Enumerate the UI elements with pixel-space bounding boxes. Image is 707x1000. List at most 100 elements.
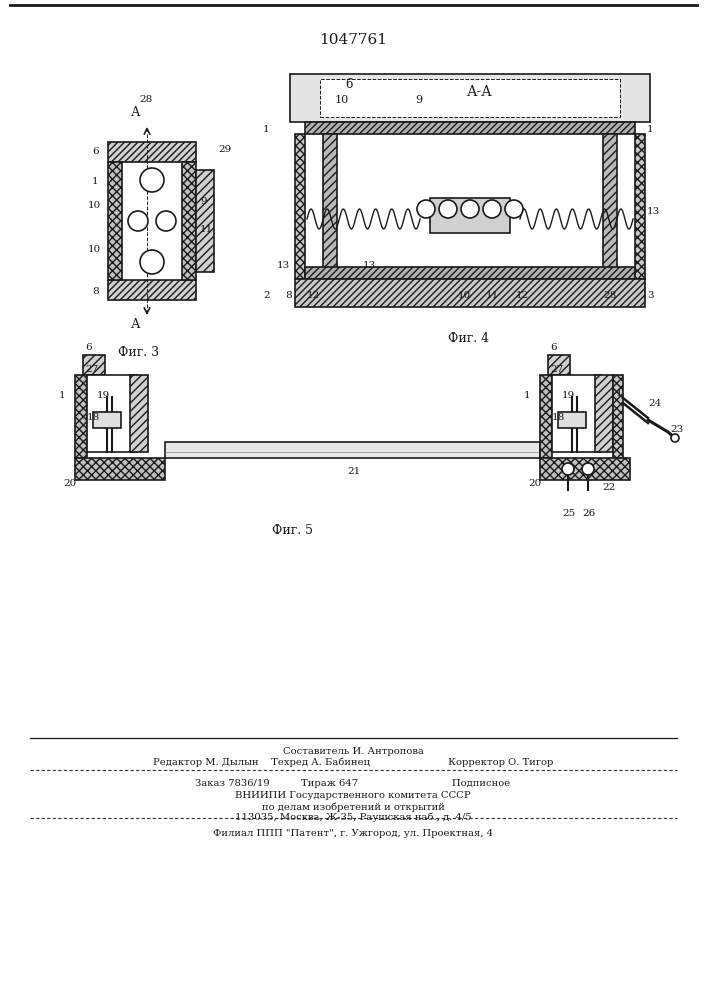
Text: 29: 29 [218, 145, 231, 154]
Text: 6: 6 [92, 147, 98, 156]
Text: А: А [131, 318, 141, 331]
Text: 13: 13 [647, 208, 660, 217]
Text: 10: 10 [88, 245, 101, 254]
Text: 10: 10 [88, 200, 101, 210]
Bar [558, 412, 586, 428]
Text: 8: 8 [285, 290, 291, 300]
Circle shape [483, 200, 501, 218]
Text: 8: 8 [92, 288, 98, 296]
Bar [196, 170, 214, 272]
Text: 27: 27 [550, 365, 563, 374]
Text: 18: 18 [87, 414, 100, 422]
Text: 9: 9 [415, 95, 422, 105]
Bar [603, 134, 617, 279]
Text: А: А [131, 106, 141, 119]
Bar [290, 74, 650, 122]
Bar [108, 280, 196, 300]
Text: по делам изобретений и открытий: по делам изобретений и открытий [262, 802, 445, 812]
Bar [635, 134, 645, 279]
Bar [305, 267, 635, 279]
Bar [165, 442, 540, 458]
Circle shape [417, 200, 435, 218]
Bar [108, 162, 122, 280]
Bar [295, 134, 305, 279]
Bar [87, 375, 137, 452]
Text: Составитель И. Антропова: Составитель И. Антропова [283, 748, 423, 756]
Text: 28: 28 [139, 96, 152, 104]
Circle shape [461, 200, 479, 218]
Circle shape [505, 200, 523, 218]
Bar [182, 162, 196, 280]
Text: 20: 20 [528, 480, 542, 488]
Text: 28: 28 [603, 290, 617, 300]
Text: 10: 10 [335, 95, 349, 105]
Text: 25: 25 [562, 510, 575, 518]
Text: 6: 6 [550, 344, 556, 353]
Bar [93, 412, 121, 428]
Text: 12: 12 [516, 290, 530, 300]
Text: Фиг. 4: Фиг. 4 [448, 332, 489, 346]
Text: 1: 1 [92, 178, 98, 186]
Bar [108, 142, 196, 162]
Bar [320, 79, 620, 117]
Bar [130, 375, 148, 452]
Text: 6: 6 [345, 78, 353, 91]
Text: 9: 9 [200, 198, 206, 207]
Circle shape [140, 250, 164, 274]
Text: Фиг. 3: Фиг. 3 [118, 346, 159, 359]
Text: ВНИИПИ Государственного комитета СССР: ВНИИПИ Государственного комитета СССР [235, 792, 471, 800]
Text: 23: 23 [670, 426, 683, 434]
Bar [83, 375, 105, 397]
Bar [430, 198, 510, 233]
Text: 13: 13 [277, 260, 291, 269]
Text: 1: 1 [524, 391, 531, 400]
Circle shape [156, 211, 176, 231]
Text: 1: 1 [616, 388, 623, 397]
Bar [540, 375, 552, 458]
Text: Заказ 7836/19          Тираж 647                              Подписное: Заказ 7836/19 Тираж 647 Подписное [195, 780, 510, 788]
Text: 22: 22 [602, 484, 615, 492]
Text: Фиг. 5: Фиг. 5 [272, 524, 313, 536]
Bar [595, 375, 613, 452]
Text: 3: 3 [647, 290, 654, 300]
Text: 24: 24 [648, 398, 661, 408]
Text: 11: 11 [486, 290, 499, 300]
Text: 2: 2 [263, 290, 269, 300]
Circle shape [582, 463, 594, 475]
Bar [75, 375, 87, 458]
Bar [83, 355, 105, 375]
Circle shape [671, 434, 679, 442]
Text: 26: 26 [582, 510, 595, 518]
Circle shape [128, 211, 148, 231]
Text: 6: 6 [85, 344, 92, 353]
Circle shape [439, 200, 457, 218]
Text: 20: 20 [63, 480, 76, 488]
Text: 13: 13 [363, 260, 376, 269]
Bar [548, 375, 570, 397]
Bar [540, 458, 630, 480]
Text: 10: 10 [458, 290, 472, 300]
Text: 1047761: 1047761 [319, 33, 387, 47]
Text: 12: 12 [307, 290, 320, 300]
Text: А-А: А-А [467, 85, 493, 99]
Circle shape [562, 463, 574, 475]
Text: 1: 1 [59, 391, 66, 400]
Text: 1: 1 [263, 125, 269, 134]
Text: 1: 1 [647, 125, 654, 134]
Text: 11: 11 [200, 226, 214, 234]
Bar [75, 458, 165, 480]
Text: 27: 27 [85, 365, 98, 374]
Text: 19: 19 [562, 391, 575, 400]
Text: 113035, Москва, Ж-35, Раушская наб., д. 4/5: 113035, Москва, Ж-35, Раушская наб., д. … [235, 812, 472, 822]
Text: 19: 19 [97, 391, 110, 400]
Circle shape [140, 168, 164, 192]
Text: 21: 21 [347, 468, 361, 477]
Bar [552, 375, 602, 452]
Bar [613, 375, 623, 458]
Bar [295, 279, 645, 307]
Text: 18: 18 [552, 414, 566, 422]
Bar [323, 134, 337, 279]
Text: Редактор М. Дылын    Техред А. Бабинец                         Корректор О. Тиго: Редактор М. Дылын Техред А. Бабинец Корр… [153, 757, 553, 767]
Bar [305, 122, 635, 134]
Bar [548, 355, 570, 375]
